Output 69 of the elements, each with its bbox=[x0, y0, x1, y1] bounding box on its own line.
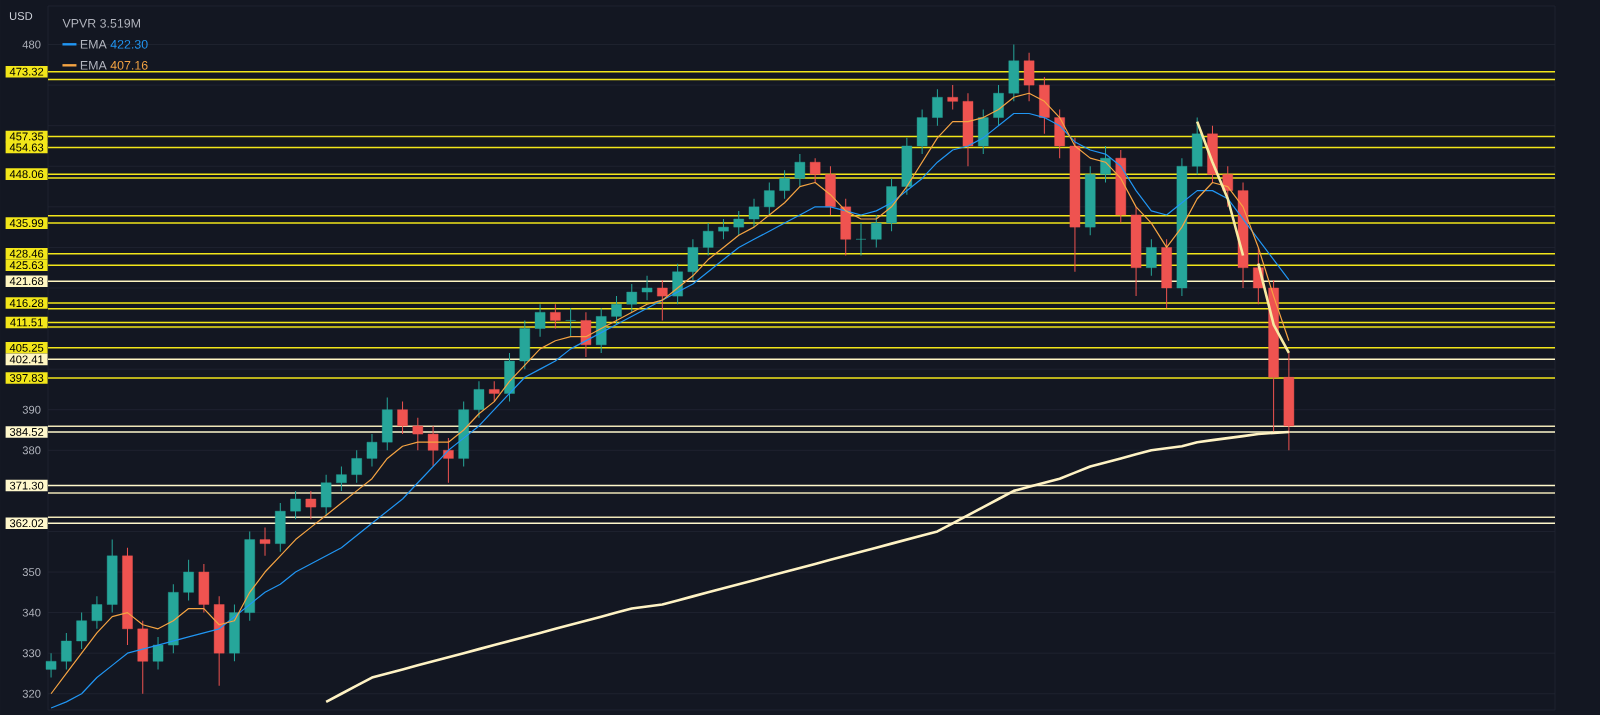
candlestick bbox=[412, 417, 424, 451]
ref-line-label: 435.99 bbox=[9, 219, 44, 228]
ref-line-label: 362.02 bbox=[9, 519, 44, 528]
candlestick bbox=[932, 88, 943, 127]
candlestick bbox=[305, 490, 317, 520]
candlestick bbox=[702, 222, 714, 257]
ref-line-label: 425.63 bbox=[9, 261, 44, 270]
legend-label: EMA bbox=[80, 61, 107, 70]
y-tick-label: 340 bbox=[22, 608, 41, 617]
ref-line-label: 397.83 bbox=[9, 373, 44, 382]
y-tick-label: 390 bbox=[22, 405, 41, 414]
candlestick bbox=[718, 218, 729, 240]
y-tick-label: 380 bbox=[22, 446, 41, 455]
candlestick bbox=[871, 214, 882, 248]
candlestick bbox=[611, 295, 622, 326]
candlestick bbox=[534, 303, 546, 338]
candlestick bbox=[443, 437, 454, 484]
ref-line-label: 454.63 bbox=[9, 143, 44, 152]
ref-line-label: 405.25 bbox=[9, 343, 44, 352]
ref-line-label: 421.68 bbox=[9, 277, 44, 286]
ref-line-label: 428.46 bbox=[9, 249, 44, 258]
candlestick bbox=[779, 169, 790, 200]
candlestick bbox=[183, 559, 194, 601]
ref-line-label: 411.51 bbox=[10, 318, 43, 327]
candlestick bbox=[76, 612, 87, 650]
line-series bbox=[1195, 120, 1245, 257]
candlestick bbox=[61, 632, 72, 670]
annotation: 422.30 bbox=[110, 39, 148, 49]
candlestick bbox=[1146, 238, 1157, 277]
y-tick-label: 350 bbox=[22, 568, 41, 576]
candlestick bbox=[641, 275, 653, 301]
y-axis-title: USD bbox=[9, 12, 33, 20]
y-tick-label: 320 bbox=[22, 689, 41, 698]
candlestick bbox=[45, 652, 57, 679]
candlestick bbox=[565, 307, 576, 338]
annotation: VPVR 3.519M bbox=[62, 18, 140, 28]
candlestick bbox=[947, 84, 958, 110]
candlestick bbox=[427, 425, 439, 468]
candlestick bbox=[473, 380, 485, 419]
candlestick bbox=[336, 466, 347, 492]
candlestick bbox=[488, 380, 500, 403]
ref-line-label: 402.41 bbox=[9, 355, 44, 364]
candlestick bbox=[550, 303, 561, 330]
candlestick bbox=[809, 157, 821, 183]
ref-line-label: 457.35 bbox=[9, 132, 44, 141]
ref-line-label: 384.52 bbox=[9, 428, 44, 436]
candlestick bbox=[259, 526, 271, 557]
annotation: 407.16 bbox=[110, 60, 148, 70]
candlestick bbox=[764, 181, 775, 216]
ref-line-label: 371.30 bbox=[9, 481, 44, 490]
candlestick bbox=[152, 636, 164, 670]
candlestick bbox=[657, 279, 668, 321]
candlestick bbox=[91, 595, 103, 630]
candlestick bbox=[351, 449, 362, 484]
candlestick bbox=[794, 153, 806, 188]
candlestick bbox=[626, 283, 638, 313]
ref-line-label: 448.06 bbox=[9, 170, 44, 179]
candlestick bbox=[733, 210, 744, 236]
y-tick-label: 480 bbox=[22, 40, 41, 49]
candlestick bbox=[1100, 145, 1111, 183]
ref-line-label: 473.32 bbox=[9, 67, 44, 76]
ref-line-label: 416.28 bbox=[9, 299, 44, 308]
candlestick bbox=[366, 433, 378, 468]
candlestick bbox=[748, 198, 760, 228]
candlestick bbox=[855, 222, 867, 257]
candlestick bbox=[290, 490, 301, 520]
candlestick bbox=[397, 401, 408, 435]
legend-label: EMA bbox=[80, 40, 107, 49]
y-tick-label: 330 bbox=[22, 649, 41, 658]
